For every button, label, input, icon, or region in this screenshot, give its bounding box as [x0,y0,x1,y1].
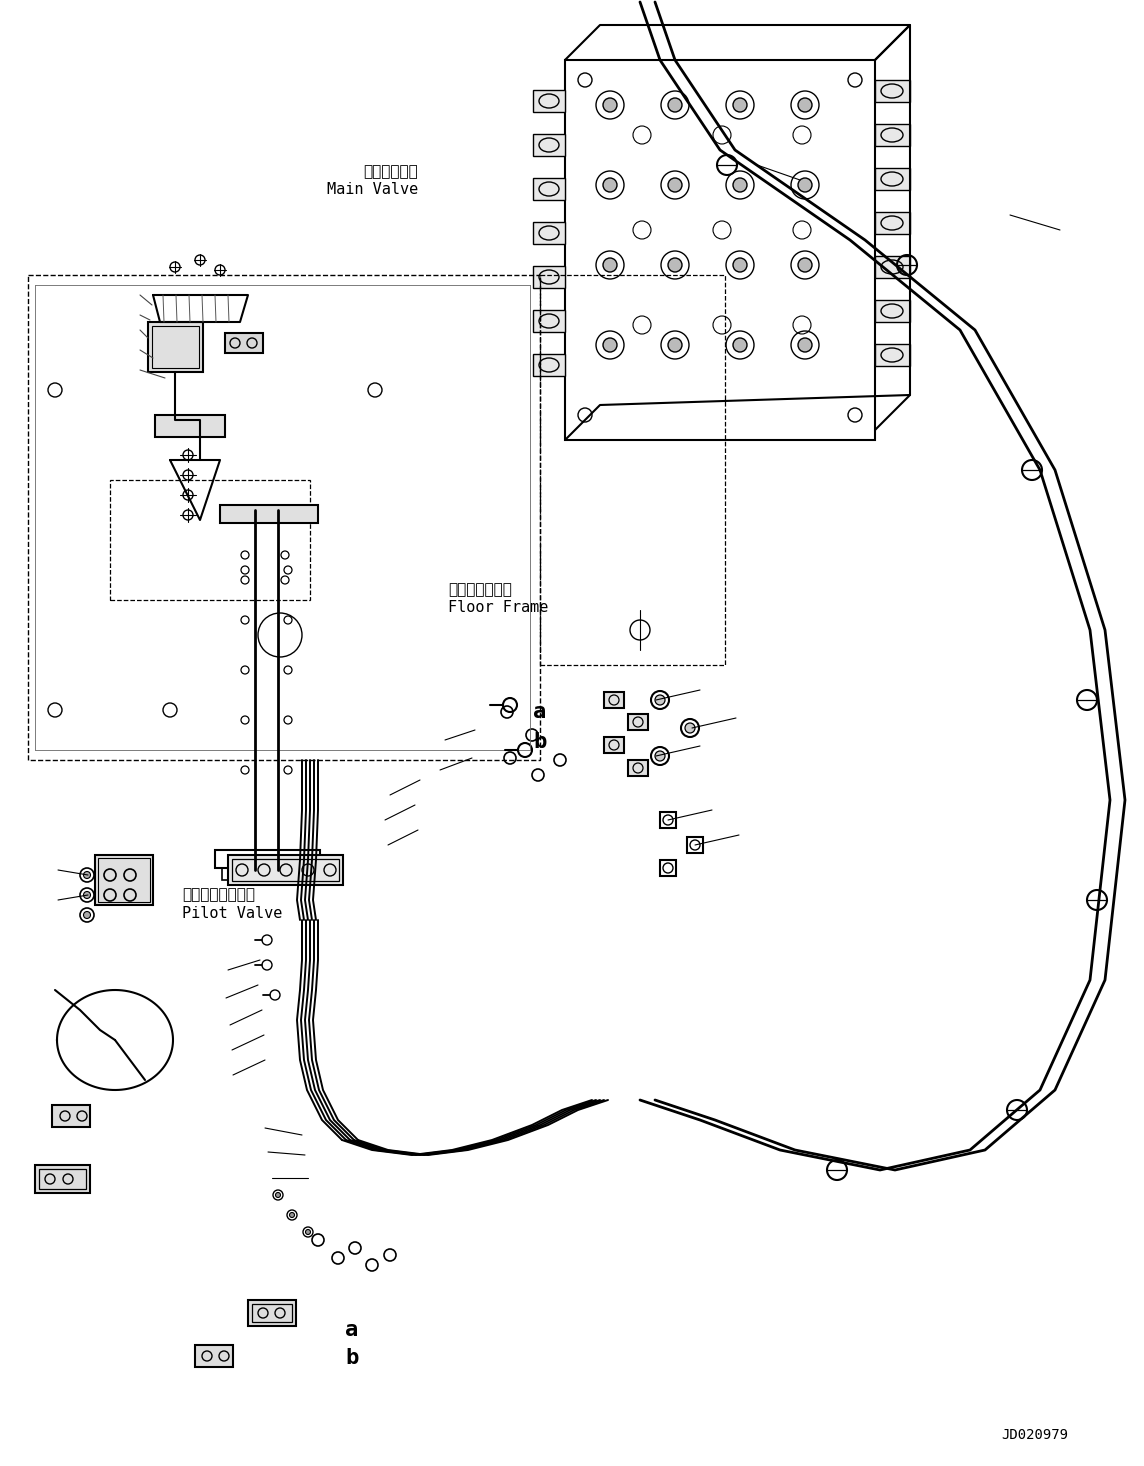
Bar [660,861,676,877]
Bar [533,221,565,243]
Text: フロアフレーム: フロアフレーム [448,582,511,598]
Bar [540,276,725,666]
Bar [875,213,909,235]
Bar [252,1303,292,1322]
Bar [194,1344,233,1366]
Text: Pilot Valve: Pilot Valve [182,906,283,921]
Bar [51,1105,90,1127]
Bar [232,859,339,881]
Circle shape [603,177,617,192]
Bar [98,858,150,902]
Circle shape [656,695,665,705]
Text: メインバルブ: メインバルブ [364,164,418,179]
Text: パイロットバルブ: パイロットバルブ [182,887,255,903]
Circle shape [603,98,617,111]
Text: b: b [533,732,547,752]
Bar [604,692,623,708]
Bar [533,89,565,111]
Circle shape [799,177,812,192]
Circle shape [603,339,617,352]
Circle shape [668,98,682,111]
Bar [95,855,153,905]
Circle shape [668,258,682,273]
Circle shape [799,339,812,352]
Bar [225,333,263,353]
Bar [875,125,909,147]
Bar [248,1300,296,1327]
Bar [875,81,909,103]
Circle shape [289,1212,294,1217]
Text: b: b [345,1349,359,1368]
Circle shape [84,912,90,919]
Bar [628,759,648,776]
Bar [533,265,565,287]
Circle shape [84,891,90,899]
Bar [533,309,565,331]
Circle shape [668,339,682,352]
Circle shape [799,98,812,111]
Bar [565,60,875,440]
Bar [154,415,225,437]
Bar [35,1165,90,1193]
Bar [660,812,676,828]
Bar [875,257,909,279]
Text: Main Valve: Main Valve [327,182,418,198]
Bar [875,301,909,323]
Circle shape [305,1230,310,1234]
Circle shape [733,177,747,192]
Text: Floor Frame: Floor Frame [448,601,548,616]
Bar [875,345,909,366]
Bar [110,479,310,600]
Bar [215,850,320,868]
Bar [222,868,312,880]
Circle shape [685,723,696,733]
Circle shape [733,98,747,111]
Bar [228,855,343,885]
Bar [220,504,318,523]
Circle shape [656,751,665,761]
Bar [875,169,909,191]
Bar [148,323,202,372]
Bar [533,133,565,155]
Circle shape [733,339,747,352]
Bar [533,177,565,199]
Bar [604,737,623,754]
Circle shape [733,258,747,273]
Circle shape [799,258,812,273]
Bar [533,353,565,375]
Circle shape [84,871,90,878]
Text: a: a [345,1319,359,1340]
Text: JD020979: JD020979 [1001,1428,1068,1443]
Bar [628,714,648,730]
Bar [152,325,199,368]
Circle shape [603,258,617,273]
Text: a: a [533,702,547,721]
Circle shape [276,1192,280,1198]
Bar [688,837,704,853]
Bar [39,1168,86,1189]
Circle shape [668,177,682,192]
